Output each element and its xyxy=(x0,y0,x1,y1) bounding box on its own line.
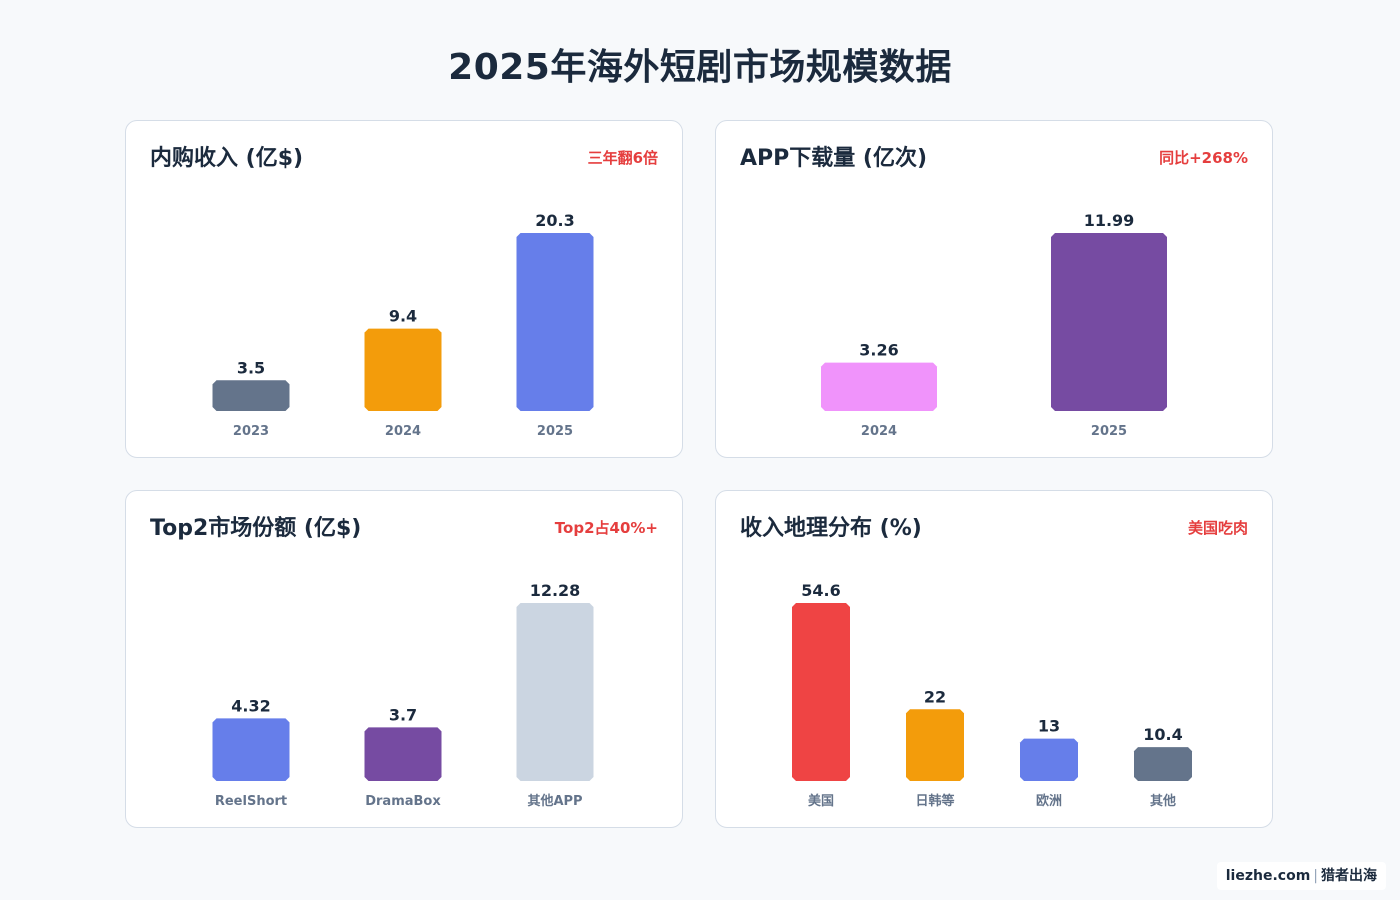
bar-2025 xyxy=(1051,233,1167,411)
chart-title: 内购收入 (亿$) xyxy=(150,146,304,171)
chart-title: 收入地理分布 (%) xyxy=(740,516,922,541)
chart-badge: 三年翻6倍 xyxy=(587,149,658,167)
category-tick-label: 美国 xyxy=(808,793,834,809)
market-share-chart-card: Top2市场份额 (亿$) Top2占40%+ 4.32 ReelShort 3.7… xyxy=(125,490,683,828)
geography-bar-chart: 54.6 美国 22 日韩等 13 欧洲 10.4 其他 xyxy=(792,581,1192,809)
footer-site: liezhe.com xyxy=(1225,868,1311,884)
bar-value-label: 13 xyxy=(1038,717,1060,736)
bar-value-label: 9.4 xyxy=(389,307,417,326)
bar-value-label: 11.99 xyxy=(1084,211,1135,230)
footer-separator: | xyxy=(1313,868,1318,884)
chart-badge: 同比+268% xyxy=(1159,149,1248,167)
bar-reelshort xyxy=(212,718,290,781)
category-tick-label: 2025 xyxy=(1091,424,1127,439)
bar-value-label: 4.32 xyxy=(231,696,270,715)
bar-2025 xyxy=(516,233,594,411)
category-tick-label: 日韩等 xyxy=(915,793,954,809)
bar-日韩等 xyxy=(906,709,964,781)
downloads-chart-card: APP下载量 (亿次) 同比+268% 3.26 2024 11.99 2025 xyxy=(715,120,1273,458)
chart-badge: 美国吃肉 xyxy=(1187,519,1248,537)
downloads-bar-chart: 3.26 2024 11.99 2025 xyxy=(821,211,1167,439)
geography-chart-card: 收入地理分布 (%) 美国吃肉 54.6 美国 22 日韩等 13 欧洲 10.4 其他 xyxy=(715,490,1273,828)
chart-title: Top2市场份额 (亿$) xyxy=(150,516,362,541)
chart-title: APP下载量 (亿次) xyxy=(740,146,928,171)
bar-value-label: 10.4 xyxy=(1143,725,1182,744)
footer-brand[interactable]: liezhe.com | 猎者出海 xyxy=(1216,862,1386,890)
bar-欧洲 xyxy=(1020,738,1078,781)
bar-value-label: 3.26 xyxy=(859,341,898,360)
page-title: 2025年海外短剧市场规模数据 xyxy=(448,47,952,88)
footer-brand-name: 猎者出海 xyxy=(1321,868,1377,884)
category-tick-label: 2025 xyxy=(537,424,573,439)
chart-badge: Top2占40%+ xyxy=(554,519,658,537)
category-tick-label: 2024 xyxy=(385,424,421,439)
bar-value-label: 54.6 xyxy=(801,581,840,600)
revenue-chart-card: 内购收入 (亿$) 三年翻6倍 3.5 2023 9.4 2024 20.3 2025 xyxy=(125,120,683,458)
bar-其他app xyxy=(516,603,594,781)
bar-2024 xyxy=(364,328,442,411)
bar-2023 xyxy=(212,380,290,411)
bar-dramabox xyxy=(364,727,442,781)
category-tick-label: 其他APP xyxy=(527,793,582,809)
category-tick-label: 欧洲 xyxy=(1036,793,1062,809)
category-tick-label: DramaBox xyxy=(365,794,441,809)
category-tick-label: ReelShort xyxy=(215,794,287,809)
bar-value-label: 12.28 xyxy=(530,581,581,600)
bar-美国 xyxy=(792,603,850,781)
bar-value-label: 3.7 xyxy=(389,705,417,724)
revenue-bar-chart: 3.5 2023 9.4 2024 20.3 2025 xyxy=(212,211,594,439)
bar-value-label: 22 xyxy=(924,687,946,706)
bar-2024 xyxy=(821,362,937,411)
category-tick-label: 2024 xyxy=(861,424,897,439)
category-tick-label: 2023 xyxy=(233,424,269,439)
market-share-bar-chart: 4.32 ReelShort 3.7 DramaBox 12.28 其他APP xyxy=(212,581,594,809)
bar-value-label: 3.5 xyxy=(237,358,265,377)
category-tick-label: 其他 xyxy=(1150,793,1176,809)
bar-value-label: 20.3 xyxy=(535,211,574,230)
bar-其他 xyxy=(1134,747,1192,781)
